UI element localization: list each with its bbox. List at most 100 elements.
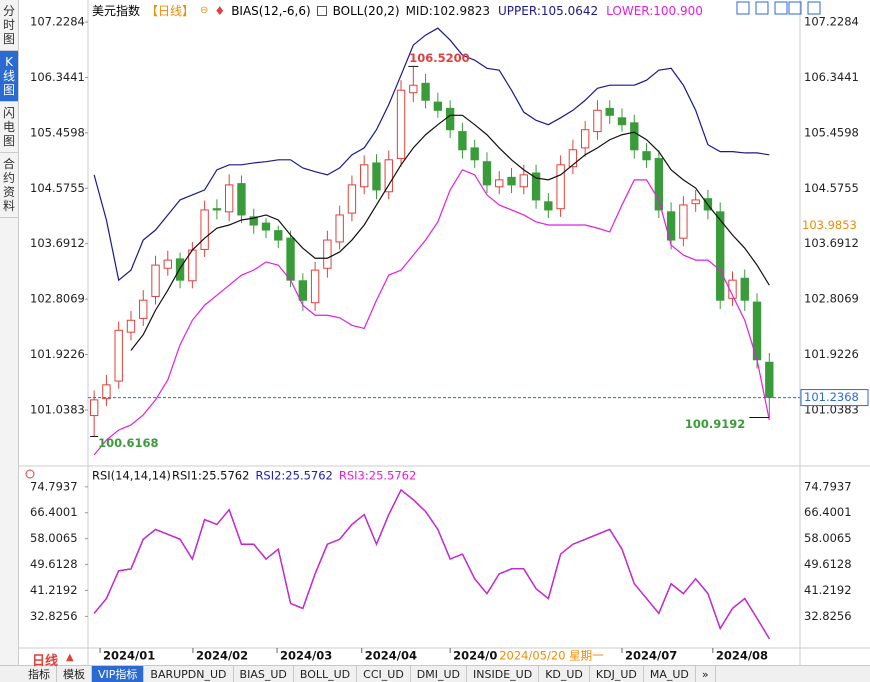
y-tick-label: 41.2192 <box>30 583 78 597</box>
legend-entry: RSI3:25.5762 <box>339 469 416 483</box>
footer-tab[interactable]: BOLL_UD <box>294 666 358 682</box>
pad <box>0 666 22 682</box>
icon[interactable] <box>736 1 750 15</box>
indicator-icon: ♦ <box>214 3 226 18</box>
footer-tab[interactable]: INSIDE_UD <box>467 666 540 682</box>
candle-body <box>102 384 111 400</box>
rsi-icon[interactable] <box>25 469 35 479</box>
candle-body <box>347 184 357 214</box>
candle-body <box>151 264 160 297</box>
footer-tab[interactable]: 模板 <box>57 666 92 682</box>
period-label[interactable]: 日线 <box>32 654 59 669</box>
y2-tick-label: 49.6128 <box>804 557 852 571</box>
y2-tick-label: 107.2284 <box>804 15 859 29</box>
footer-tab[interactable]: BARUPDN_UD <box>144 666 234 682</box>
y2-tick-label: 104.5755 <box>804 181 859 195</box>
cursor-price-tag <box>801 217 861 234</box>
candle-body <box>286 237 295 281</box>
sidebar-tab[interactable]: 闪电图 <box>0 102 18 153</box>
footer-tab[interactable]: CCI_UD <box>357 666 411 682</box>
candle-body <box>556 164 565 210</box>
boll-legend: MID:102.9823 UPPER:105.0642 LOWER:100.900 <box>406 4 703 18</box>
y2-tick-label: 102.8069 <box>804 292 859 306</box>
candle-body <box>224 184 234 213</box>
boll-label: BOLL(20,2) <box>332 3 400 18</box>
symbol: 美元指数 <box>92 4 141 18</box>
candle-body <box>421 82 430 101</box>
sidebar-tab[interactable]: 合约资料 <box>0 153 18 218</box>
footer-tab[interactable]: DMI_UD <box>411 666 468 682</box>
candle-body <box>396 89 406 160</box>
y-tick-label: 107.2284 <box>30 15 85 29</box>
window-icons[interactable] <box>736 1 821 15</box>
candle-body <box>691 199 700 205</box>
y2-tick-label: 74.7937 <box>804 479 852 493</box>
cursor-date: 2024/05/20 星期一 <box>499 649 604 663</box>
box-icon[interactable] <box>316 5 327 16</box>
legend-entry: LOWER:100.900 <box>606 3 703 18</box>
candle-body <box>740 277 749 301</box>
candle-body <box>175 258 185 281</box>
footer-tab[interactable]: 指标 <box>22 666 57 682</box>
candle-body <box>666 211 676 241</box>
x-tick-label: 2024/05 <box>453 649 505 663</box>
legend-entry: RSI2:25.5762 <box>255 469 332 483</box>
candle-body <box>630 122 639 151</box>
footer-tab[interactable]: BIAS_UD <box>234 666 294 682</box>
x-tick-label: 2024/01 <box>103 649 155 663</box>
footer-tab[interactable]: MA_UD <box>644 666 696 682</box>
rsi-line <box>93 488 770 640</box>
y2-tick-label: 106.3441 <box>804 70 859 84</box>
candle-body <box>470 147 479 161</box>
y-tick-label: 102.8069 <box>30 292 85 306</box>
icon[interactable] <box>774 1 788 15</box>
icon[interactable] <box>807 1 821 15</box>
cursor-price-label: 103.9853 <box>802 218 857 232</box>
candle-body <box>212 208 222 211</box>
candle-body <box>507 176 516 186</box>
sidebar-tab[interactable]: 分时图 <box>0 0 18 51</box>
y-tick-label: 32.8256 <box>30 609 78 623</box>
footer-tab[interactable]: KDJ_UD <box>590 666 644 682</box>
x-tick-label: 2024/07 <box>625 649 677 663</box>
band-line <box>130 114 770 351</box>
annotation: 100.6168 <box>98 436 158 450</box>
footer-tab[interactable]: » <box>696 666 716 682</box>
candle-body <box>139 299 148 319</box>
y-tick-label: 104.5755 <box>30 181 85 195</box>
sidebar-tab[interactable]: K线图 <box>0 51 18 102</box>
collapse-icon[interactable]: ⊖ <box>200 5 209 16</box>
band-line <box>93 27 770 282</box>
header: 美元指数 【日线】 ⊖ ♦ BIAS(12,-6,6) BOLL(20,2) M… <box>92 2 703 19</box>
candle-body <box>765 361 774 398</box>
candle-body <box>384 159 393 193</box>
panel-title: RSI(14,14,14) <box>92 469 171 483</box>
candle-body <box>617 117 627 126</box>
candle-body <box>409 84 418 94</box>
footer-tab[interactable]: KD_UD <box>539 666 590 682</box>
icon[interactable] <box>788 1 802 15</box>
last-price-label: 101.2368 <box>804 390 859 404</box>
candle-body <box>593 109 602 133</box>
candle-body <box>274 230 283 241</box>
candle-body <box>605 107 614 116</box>
y-tick-label: 66.4001 <box>30 505 78 519</box>
rsi-line <box>93 488 770 640</box>
sidebar: 分时图 K线图 闪电图 合约资料 <box>0 0 19 665</box>
candle-body <box>544 201 553 211</box>
candle-body <box>163 259 172 269</box>
candle-body <box>728 279 737 299</box>
candle-body <box>482 161 492 186</box>
period[interactable]: 【日线】 <box>146 4 195 18</box>
candle-body <box>580 129 590 149</box>
candle-body <box>495 179 504 188</box>
y-tick-label: 106.3441 <box>30 70 85 84</box>
footer-tab[interactable]: VIP指标 <box>92 666 145 682</box>
candle-body <box>519 174 528 188</box>
icon[interactable] <box>755 1 769 15</box>
legend-entry: UPPER:105.0642 <box>498 3 599 18</box>
y-tick-label: 58.0065 <box>30 531 78 545</box>
period-arrow: ▲ <box>66 652 74 663</box>
candle-body <box>323 239 332 269</box>
